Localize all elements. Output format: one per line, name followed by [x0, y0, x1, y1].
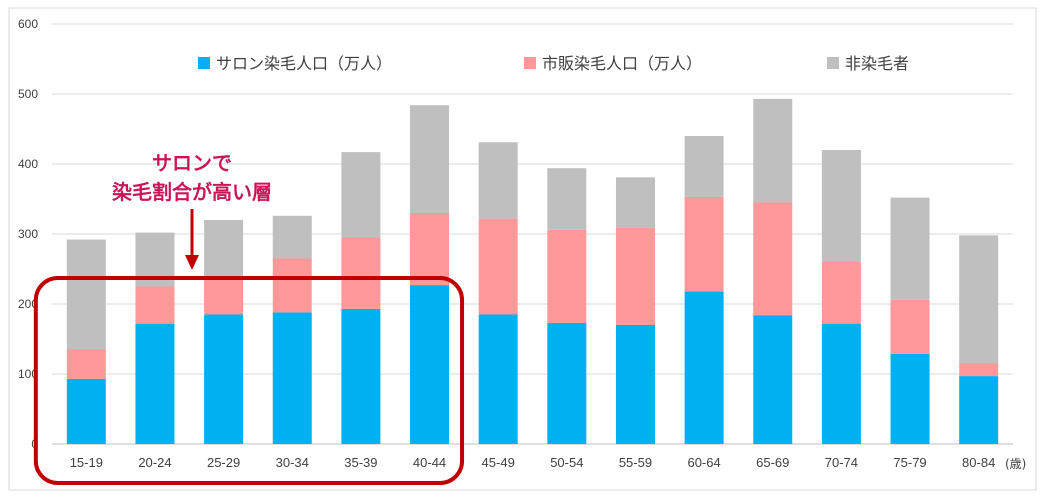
bar-segment-3	[890, 197, 930, 300]
chart-frame	[8, 7, 1037, 491]
x-tick-label: 70-74	[825, 455, 858, 470]
x-tick-label: 75-79	[893, 455, 926, 470]
bar-segment-2	[478, 218, 518, 315]
legend-swatch	[198, 57, 210, 69]
bar-segment-2	[821, 262, 861, 324]
y-tick-label: 400	[18, 157, 38, 171]
bar-segment-1	[478, 314, 518, 444]
y-tick-label: 500	[18, 87, 38, 101]
x-tick-label: 65-69	[756, 455, 789, 470]
x-tick-label: 15-19	[70, 455, 103, 470]
x-tick-label: 30-34	[276, 455, 309, 470]
bar-segment-3	[410, 105, 450, 213]
bar-segment-1	[410, 285, 450, 444]
bar-segment-2	[204, 279, 244, 315]
annotation-text: サロンで	[152, 151, 232, 175]
x-tick-label: 20-24	[138, 455, 171, 470]
legend-label: 非染毛者	[845, 54, 909, 73]
bar-segment-1	[135, 323, 175, 444]
bar-segment-1	[341, 308, 381, 444]
bar-segment-2	[890, 299, 930, 354]
annotation-text: 染毛割合が高い層	[112, 180, 272, 204]
legend-swatch	[827, 57, 839, 69]
bar-segment-2	[272, 258, 312, 313]
bar-segment-1	[66, 378, 106, 444]
bar-segment-3	[959, 235, 999, 364]
bar-segment-2	[684, 196, 724, 292]
bar-segment-2	[66, 349, 106, 379]
bar-segment-1	[272, 312, 312, 444]
bar-segment-3	[66, 239, 106, 350]
highlight-box	[33, 276, 465, 485]
bar-segment-2	[547, 229, 587, 323]
x-tick-label: 45-49	[482, 455, 515, 470]
bar-segment-2	[135, 286, 175, 324]
bar-segment-2	[959, 363, 999, 377]
legend-label: サロン染毛人口（万人）	[216, 54, 392, 73]
x-tick-label: 50-54	[550, 455, 583, 470]
bar-segment-1	[615, 325, 655, 444]
bar-segment-3	[615, 177, 655, 228]
bar-segment-2	[341, 237, 381, 309]
legend-label: 市販染毛人口（万人）	[542, 54, 702, 73]
bar-segment-2	[753, 202, 793, 316]
y-tick-label: 100	[18, 367, 38, 381]
y-tick-label: 300	[18, 227, 38, 241]
y-tick-label: 200	[18, 297, 38, 311]
bar-segment-3	[753, 98, 793, 203]
bar-segment-3	[478, 142, 518, 219]
bar-segment-1	[204, 314, 244, 444]
y-tick-label: 600	[18, 17, 38, 31]
x-axis-unit-label: (歳)	[1005, 457, 1026, 471]
bar-segment-3	[341, 152, 381, 238]
bar-segment-2	[410, 213, 450, 286]
bar-segment-1	[890, 353, 930, 444]
x-tick-label: 80-84	[962, 455, 995, 470]
x-tick-label: 35-39	[344, 455, 377, 470]
x-axis-tick-labels: 15-19 20-24 25-29 30-34 35-39 40-44 45-49 50-54…	[70, 455, 996, 470]
bar-segment-1	[959, 376, 999, 444]
x-tick-label: 55-59	[619, 455, 652, 470]
bar-segment-3	[821, 150, 861, 262]
bar-segment-1	[684, 291, 724, 444]
annotation-arrow-head	[185, 255, 199, 270]
x-tick-label: 40-44	[413, 455, 446, 470]
bar-segment-3	[684, 136, 724, 197]
bar-segment-3	[204, 220, 244, 280]
bar-series	[66, 98, 999, 444]
bar-segment-3	[547, 168, 587, 230]
legend-swatch	[524, 57, 536, 69]
bar-segment-3	[272, 215, 312, 259]
bar-segment-2	[615, 227, 655, 325]
x-tick-label: 25-29	[207, 455, 240, 470]
bar-segment-1	[547, 322, 587, 444]
legend: サロン染毛人口（万人） 市販染毛人口（万人） 非染毛者	[198, 54, 909, 73]
x-tick-label: 60-64	[687, 455, 720, 470]
bar-segment-1	[821, 323, 861, 444]
bar-segment-1	[753, 315, 793, 444]
